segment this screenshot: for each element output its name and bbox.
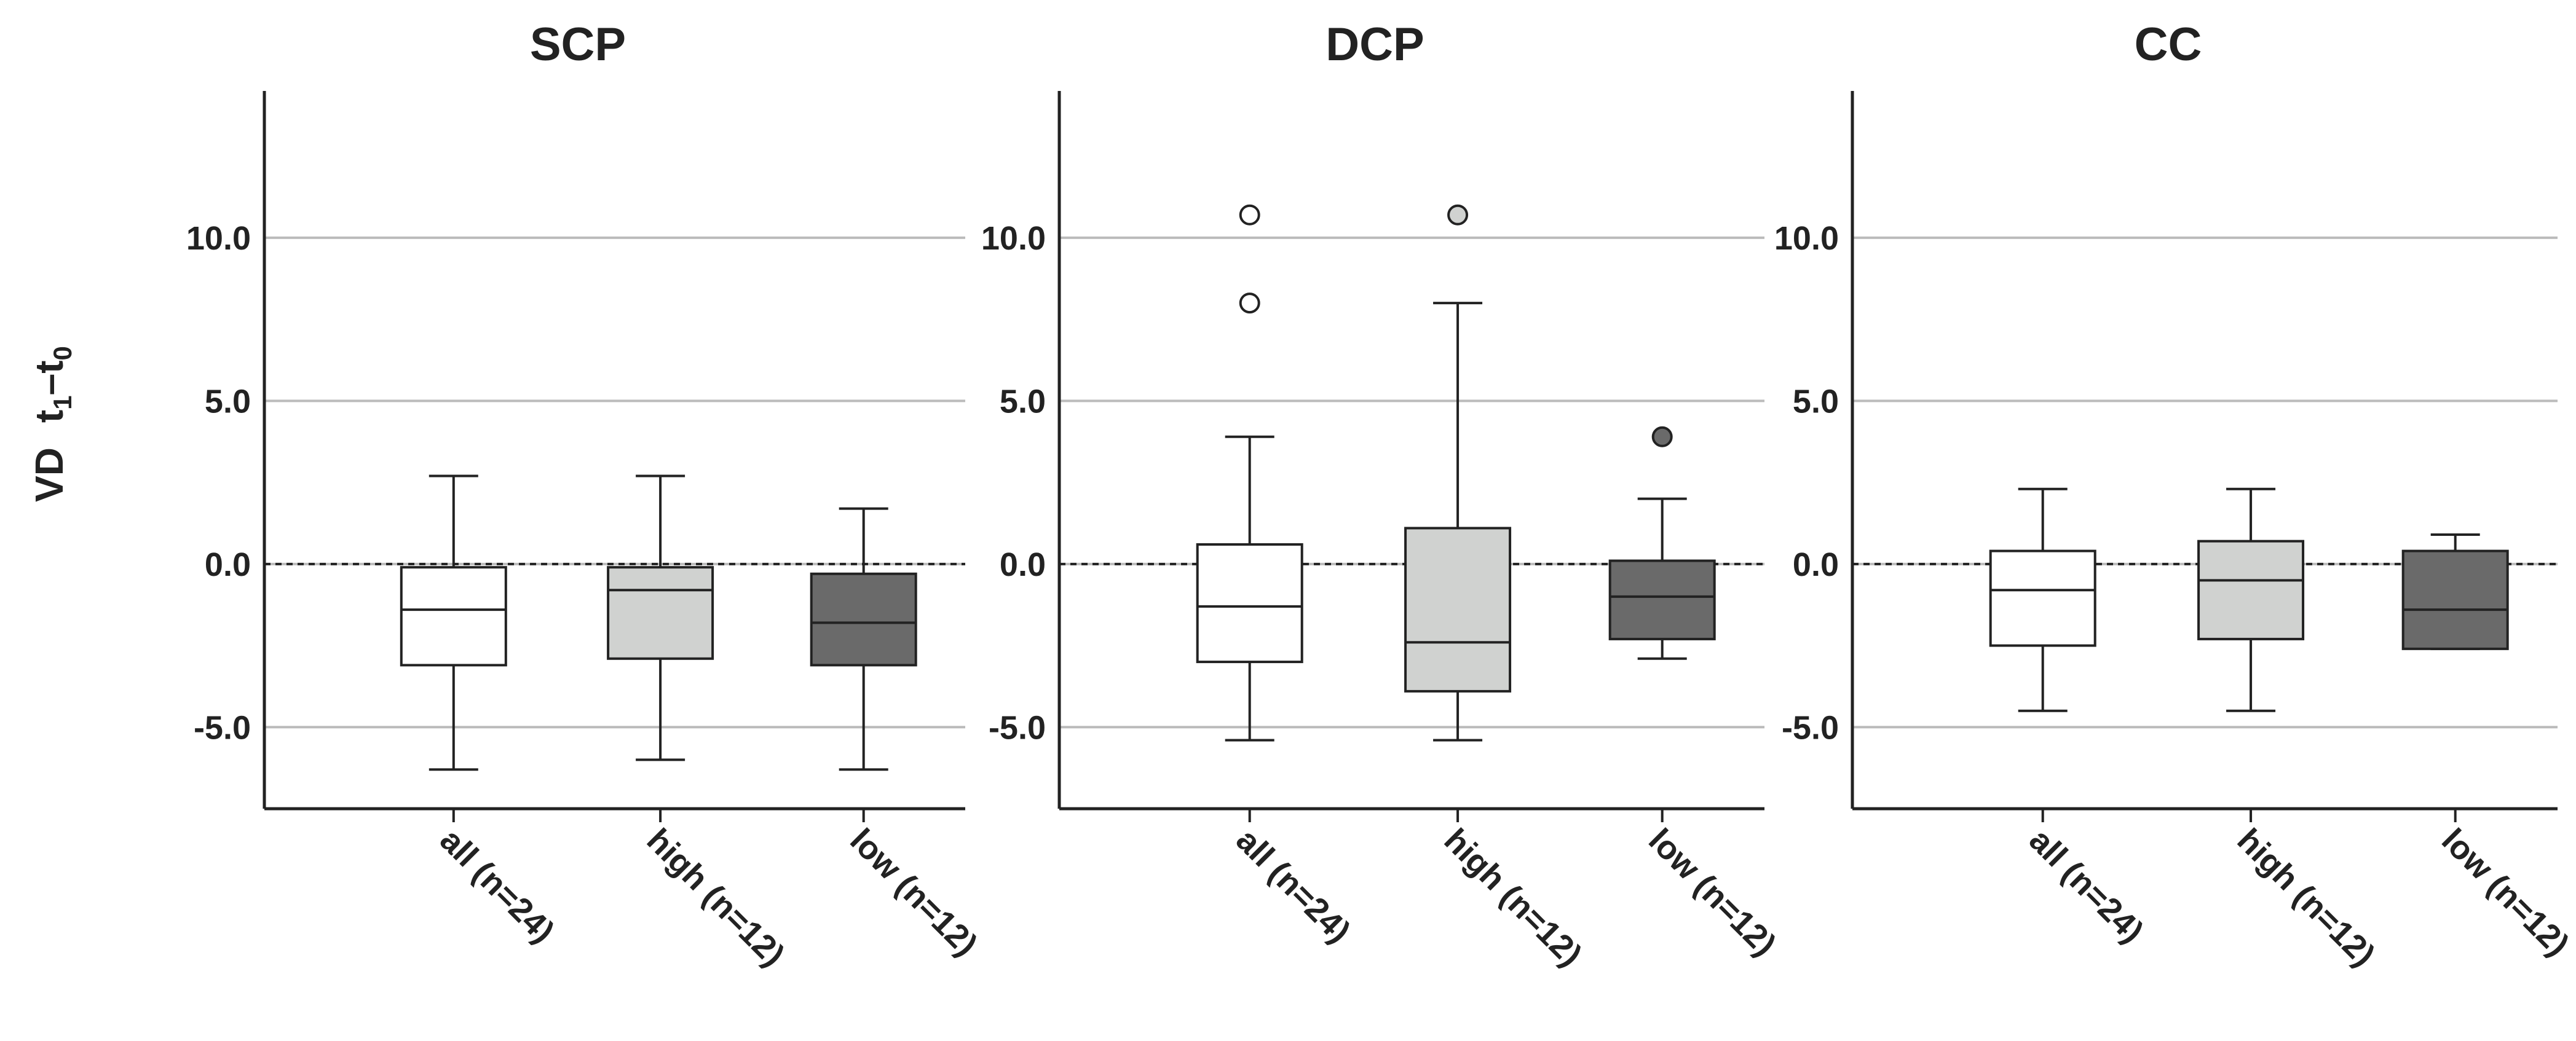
y-tick-label: -5.0	[194, 709, 251, 746]
iqr-box	[1196, 543, 1303, 664]
iqr-box	[400, 566, 507, 667]
box-low: low (n=12)	[2401, 533, 2576, 963]
category-label: high (n=12)	[2230, 822, 2382, 973]
panel-dcp: DCP 10.0 5.0 0.0 -5.0 all (n=24) high (n=12) lo…	[981, 18, 1784, 973]
y-axis-title-t0: t	[27, 360, 71, 373]
category-label: low (n=12)	[2435, 822, 2576, 963]
category-label: all (n=24)	[1229, 822, 1357, 950]
y-axis-title-dash: –	[27, 374, 71, 396]
category-label: all (n=24)	[433, 822, 561, 950]
y-axis-title: VDt1–t0	[27, 346, 77, 502]
iqr-box	[1404, 527, 1512, 693]
y-tick-label: 10.0	[1774, 220, 1839, 257]
category-label: low (n=12)	[1642, 822, 1783, 963]
y-tick-label: 5.0	[1000, 383, 1046, 420]
panels: SCP 10.0 5.0 0.0 -5.0 all (n=24) high (n=12) lo…	[186, 18, 2576, 973]
iqr-box	[607, 566, 714, 660]
iqr-box	[1989, 549, 2096, 647]
iqr-box	[810, 572, 917, 667]
y-tick-label: -5.0	[1782, 709, 1839, 746]
y-tick-label: 0.0	[1000, 546, 1046, 583]
iqr-box	[2197, 540, 2305, 640]
y-tick-label: 10.0	[981, 220, 1046, 257]
outlier-point	[1239, 293, 1260, 314]
y-tick-label: 5.0	[205, 383, 251, 420]
box-low: low (n=12)	[1608, 426, 1783, 963]
category-label: high (n=12)	[640, 822, 792, 973]
y-tick-label: 5.0	[1793, 383, 1839, 420]
y-axis-title-main: VD	[27, 447, 71, 502]
iqr-box	[1608, 559, 1716, 640]
box-all: all (n=24)	[400, 474, 561, 950]
category-label: low (n=12)	[843, 822, 984, 963]
y-tick-label: 0.0	[1793, 546, 1839, 583]
box-all: all (n=24)	[1196, 204, 1357, 950]
category-label: high (n=12)	[1437, 822, 1589, 973]
panel-cc: CC 10.0 5.0 0.0 -5.0 all (n=24) high (n=12) low…	[1774, 18, 2576, 973]
y-tick-label: 10.0	[186, 220, 251, 257]
category-label: all (n=24)	[2022, 822, 2151, 950]
panel-title: DCP	[1326, 18, 1424, 71]
y-axis-title-t0-sub: 0	[48, 346, 77, 360]
box-high: high (n=12)	[2197, 487, 2382, 973]
panel-title: SCP	[530, 18, 626, 71]
box-high: high (n=12)	[607, 474, 792, 973]
outlier-point	[1239, 204, 1260, 226]
iqr-box	[2401, 549, 2509, 650]
panel-scp: SCP 10.0 5.0 0.0 -5.0 all (n=24) high (n=12) lo…	[186, 18, 985, 973]
y-tick-label: 0.0	[205, 546, 251, 583]
box-all: all (n=24)	[1989, 487, 2151, 950]
y-axis-title-text: VDt1–t0	[27, 346, 77, 502]
y-tick-label: -5.0	[989, 709, 1046, 746]
y-axis-title-t1: t	[27, 410, 71, 423]
box-high: high (n=12)	[1404, 204, 1589, 973]
panel-title: CC	[2135, 18, 2202, 71]
outlier-point	[1651, 426, 1673, 447]
y-axis-title-t1-sub: 1	[48, 395, 77, 409]
box-low: low (n=12)	[810, 507, 984, 963]
outlier-point	[1447, 204, 1469, 226]
